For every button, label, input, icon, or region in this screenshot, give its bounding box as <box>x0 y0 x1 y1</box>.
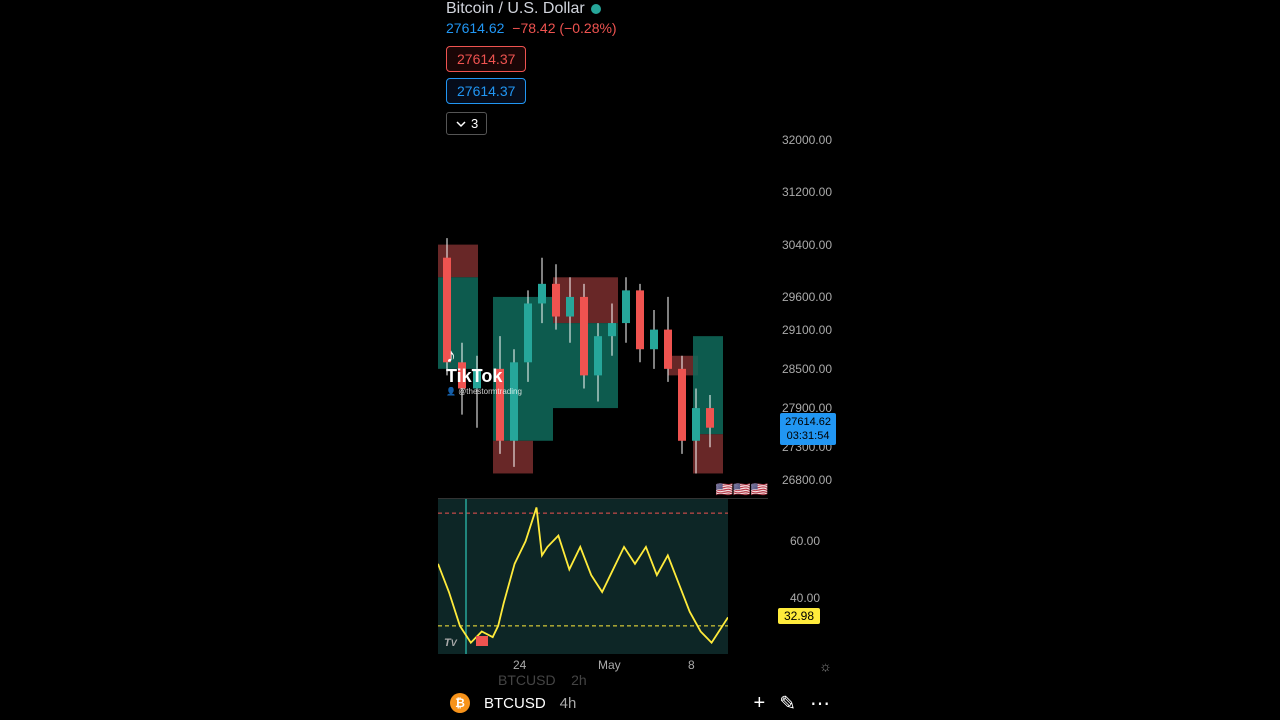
bitcoin-icon[interactable]: ₿ <box>450 693 470 713</box>
indicator-count: 3 <box>471 116 478 131</box>
indicator-badge-red[interactable]: 27614.37 <box>446 46 526 72</box>
price-chart[interactable]: 32000.0031200.0030400.0029600.0029100.00… <box>438 140 768 480</box>
current-price-label: 27614.62 03:31:54 <box>780 413 836 446</box>
chart-header: Bitcoin / U.S. Dollar 27614.62 −78.42 (−… <box>438 0 842 36</box>
add-icon[interactable]: + <box>754 692 766 715</box>
reaction-emojis[interactable]: 🇺🇸🇺🇸🇺🇸 <box>716 481 768 498</box>
candlestick-canvas <box>438 140 728 480</box>
bottom-toolbar: ₿ BTCUSD 4h + ✎ ⋯ <box>438 686 842 720</box>
timeframe-selector[interactable]: 4h <box>560 695 577 712</box>
more-icon[interactable]: ⋯ <box>810 691 830 716</box>
market-status-dot <box>591 4 601 14</box>
chart-app-screen: Bitcoin / U.S. Dollar 27614.62 −78.42 (−… <box>438 0 842 720</box>
tradingview-logo: TV <box>444 637 457 649</box>
rsi-current-label: 32.98 <box>778 608 820 624</box>
price-change: −78.42 (−0.28%) <box>512 20 616 36</box>
symbol-ticker[interactable]: BTCUSD <box>484 695 546 712</box>
tiktok-watermark: ♪ TikTok 👤 @thestormtrading <box>446 345 522 396</box>
indicator-badges: 27614.37 27614.37 <box>438 46 842 104</box>
chevron-down-icon <box>455 118 467 130</box>
last-price: 27614.62 <box>446 20 504 36</box>
time-axis: 24May8 <box>438 658 778 680</box>
symbol-title: Bitcoin / U.S. Dollar <box>446 0 585 18</box>
draw-icon[interactable]: ✎ <box>779 691 796 716</box>
indicator-badge-blue[interactable]: 27614.37 <box>446 78 526 104</box>
rsi-canvas <box>438 499 728 654</box>
gear-icon[interactable]: ☼ <box>819 658 832 674</box>
rsi-chart[interactable]: 60.0040.00 32.98 TV <box>438 498 768 653</box>
indicator-count-dropdown[interactable]: 3 <box>446 112 487 135</box>
